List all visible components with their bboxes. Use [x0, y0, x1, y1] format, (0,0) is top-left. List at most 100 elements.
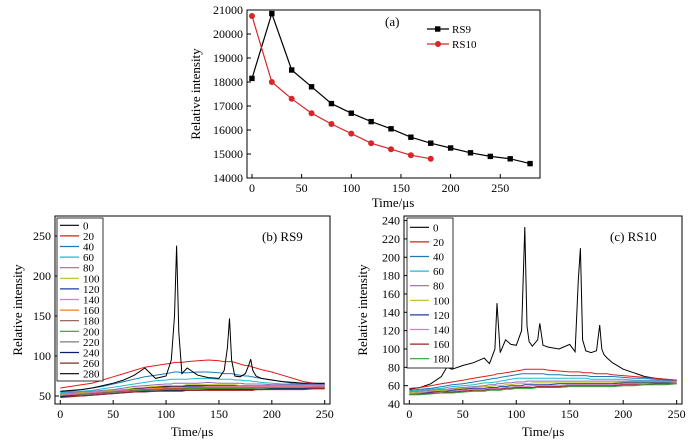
panel-c-xtick-label: 0: [406, 407, 412, 421]
panel-c-series-line-40: [409, 373, 677, 391]
panel-a-point-RS9: [249, 75, 255, 82]
panel-a-ytick-label: 15000: [213, 147, 243, 161]
panel-c-xtick-label: 150: [561, 407, 579, 421]
panel-c-ytick-label: 240: [382, 214, 400, 228]
panel-c-ytick-label: 80: [388, 360, 400, 374]
panel-a-point-RS9: [328, 100, 335, 107]
panel-b-series-line-180: [60, 386, 325, 397]
panel-b-xtick-label: 0: [57, 407, 63, 421]
panel-a-xlabel: Time/μs: [372, 195, 415, 210]
panel-b-series-line-100: [60, 384, 325, 395]
panel-a-point-RS10: [248, 13, 255, 19]
panel-b-legend-label: 220: [83, 337, 100, 349]
panel-a-label: (a): [385, 14, 399, 29]
panel-a-legend-marker: [435, 41, 441, 47]
panel-c-xtick-label: 200: [614, 407, 632, 421]
panel-a-point-RS10: [308, 110, 315, 117]
panel-c-ytick-label: 140: [382, 305, 400, 319]
panel-a-point-RS9: [527, 160, 533, 167]
panel-c-legend-label: 160: [433, 339, 450, 351]
panel-b-series-line-280: [60, 245, 325, 392]
panel-a-point-RS10: [407, 152, 414, 159]
panel-c-xtick-label: 50: [457, 407, 469, 421]
panel-b-ylabel: Relative intensity: [10, 264, 25, 356]
panel-a-series-line-RS10: [251, 15, 431, 160]
panel-c-legend-box: [406, 217, 454, 369]
panel-a-xtick-label: 50: [296, 181, 308, 195]
panel-a-point-RS10: [328, 121, 335, 127]
panel-a-point-RS9: [348, 110, 354, 116]
panel-a-series-line-RS9: [251, 11, 531, 165]
panel-c-series-line-180: [409, 383, 677, 396]
panel-a-legend-label: RS10: [452, 39, 477, 51]
panel-a-point-RS10: [288, 95, 295, 102]
panel-c-series-line-140: [409, 382, 677, 395]
panel-a-point-RS9: [408, 134, 414, 140]
panel-a-legend-marker: [435, 26, 441, 32]
panel-c-series-line-160: [409, 383, 677, 396]
panel-b-series-line-20: [60, 359, 325, 389]
panel-c-legend-label: 0: [433, 222, 439, 234]
panel-b-legend-label: 60: [83, 252, 95, 264]
panel-b-legend-label: 20: [83, 231, 95, 243]
panel-c-label: (c) RS10: [610, 229, 657, 244]
panel-a-ytick-label: 17000: [213, 99, 243, 113]
panel-c-ytick-label: 40: [388, 397, 400, 411]
panel-a-point-RS9: [269, 10, 275, 17]
panel-b-xtick-label: 50: [107, 407, 119, 421]
panel-c-series-line-60: [409, 377, 677, 392]
panel-b-legend-label: 200: [83, 326, 100, 338]
panel-a-point-RS10: [348, 130, 355, 137]
panel-a-ylabel: Relative intensity: [188, 48, 203, 140]
panel-b-xtick-label: 100: [157, 407, 175, 421]
panel-b-series-line-80: [60, 381, 325, 395]
panel-b-xtick-label: 150: [210, 407, 228, 421]
panel-c-xlabel: Time/μs: [522, 424, 565, 439]
panel-a-point-RS10: [427, 155, 434, 162]
panel-b-xtick-label: 250: [316, 407, 334, 421]
panel-c-xtick-label: 250: [668, 407, 686, 421]
panel-a-point-RS9: [447, 145, 454, 151]
panel-a-ytick-label: 20000: [213, 27, 243, 41]
panel-c-legend-label: 80: [433, 281, 445, 293]
panel-a-point-RS9: [288, 67, 295, 73]
panel-b-legend-label: 160: [83, 305, 100, 317]
panel-a-point-RS9: [308, 84, 315, 90]
panel-a-ytick-label: 16000: [213, 123, 243, 137]
panel-c-series-line-20: [409, 368, 677, 389]
panel-b-legend-label: 0: [83, 220, 89, 232]
panel-a-point-RS10: [388, 146, 395, 153]
panel-c-ytick-label: 220: [382, 232, 400, 246]
panel-b-series-line-60: [60, 377, 325, 394]
panel-a-frame: [246, 9, 541, 179]
panel-b-label: (b) RS9: [262, 229, 303, 244]
panel-b-legend-label: 240: [83, 348, 100, 360]
panel-b-ytick-label: 100: [33, 349, 51, 363]
panel-b-legend-label: 280: [83, 369, 100, 381]
panel-a-point-RS9: [368, 118, 374, 125]
panel-c-legend-label: 20: [433, 237, 445, 249]
panel-b-legend-label: 40: [83, 242, 95, 254]
panel-c-ytick-label: 160: [382, 287, 400, 301]
panel-b-ytick-label: 250: [33, 229, 51, 243]
panel-a-point-RS9: [507, 156, 513, 162]
panel-a-point-RS9: [487, 153, 494, 160]
panel-a-xtick-label: 100: [342, 181, 360, 195]
panel-a-ytick-label: 18000: [213, 75, 243, 89]
panel-c-xtick-label: 100: [507, 407, 525, 421]
panel-c-legend-label: 180: [433, 354, 450, 366]
panel-a: (a) Relative intensity Time/μs RS9 RS10 0…: [188, 3, 541, 210]
panel-b-xlabel: Time/μs: [171, 424, 214, 439]
panel-a-point-RS9: [428, 140, 434, 146]
panel-c-legend-label: 40: [433, 252, 445, 264]
panel-a-xtick-label: 200: [442, 181, 460, 195]
panel-c-ytick-label: 60: [388, 379, 400, 393]
panel-b-legend-label: 80: [83, 263, 95, 275]
panel-b-ytick-label: 200: [33, 269, 51, 283]
panel-c-ytick-label: 200: [382, 250, 400, 264]
panel-a-point-RS10: [268, 79, 275, 85]
panel-c-series-line-120: [409, 382, 677, 395]
panel-b-ytick-label: 150: [33, 309, 51, 323]
panel-a-legend-label: RS9: [452, 24, 471, 36]
